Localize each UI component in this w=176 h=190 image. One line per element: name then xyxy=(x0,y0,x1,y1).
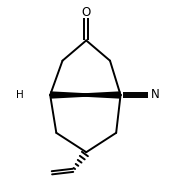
Polygon shape xyxy=(50,91,121,99)
Text: H: H xyxy=(16,90,24,100)
Text: N: N xyxy=(150,89,159,101)
Polygon shape xyxy=(50,91,121,99)
Text: O: O xyxy=(82,6,91,19)
